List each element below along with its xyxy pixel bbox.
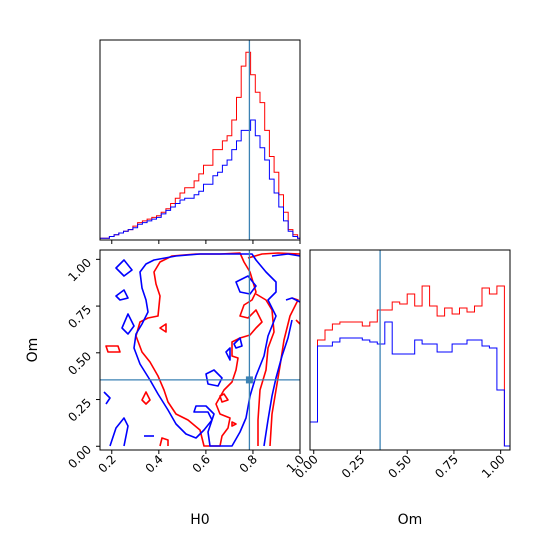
om-histogram-series-1 [309,321,511,450]
h0-histogram-panel [99,39,301,244]
h0-histogram-frame [99,39,301,241]
xlabel-om: Om [398,512,423,528]
blue-contour-left-2 [115,289,129,301]
h0-histogram-series-1 [99,119,301,240]
red-contour-left-small-2 [141,391,151,405]
red-contour-small-right [219,393,229,403]
blue-contour-main [133,253,277,447]
xlabel-h0: H0 [190,512,209,528]
red-contour-right-band-2 [269,297,299,447]
red-contour-left-small-3 [159,323,167,333]
blue-contour-left-1 [115,259,133,277]
contour-lines [103,252,301,447]
blue-contour-right-band [271,253,301,257]
red-contour-right-band [255,293,275,446]
blue-contour-right-band-3 [263,319,293,447]
om-histogram-series-0 [309,285,511,450]
h0-histogram-series-0 [99,51,301,240]
blue-contour-left-3 [121,313,135,335]
red-contour-right-band-3 [295,319,301,325]
blue-contour-mid-2 [225,347,231,361]
red-contour-left-small [105,345,121,353]
red-series-contours [105,252,301,447]
om-histogram-frame [309,249,511,451]
blue-contour-right-band-2 [285,297,301,303]
contour-truth-marker [100,250,300,450]
contour-frame [99,249,301,451]
red-contour-dot [231,421,237,427]
blue-contour-mid-4 [235,275,257,295]
blue-contour-left-4 [103,391,111,405]
blue-contour-mid-1 [205,369,223,387]
blue-contour-mid-3 [233,337,243,349]
red-contour-bottom [159,437,169,447]
blue-contour-left-5 [109,417,129,447]
blue-series-contours [103,253,301,447]
contour-truth-point [245,376,253,384]
ylabel-om: Om [25,338,41,363]
